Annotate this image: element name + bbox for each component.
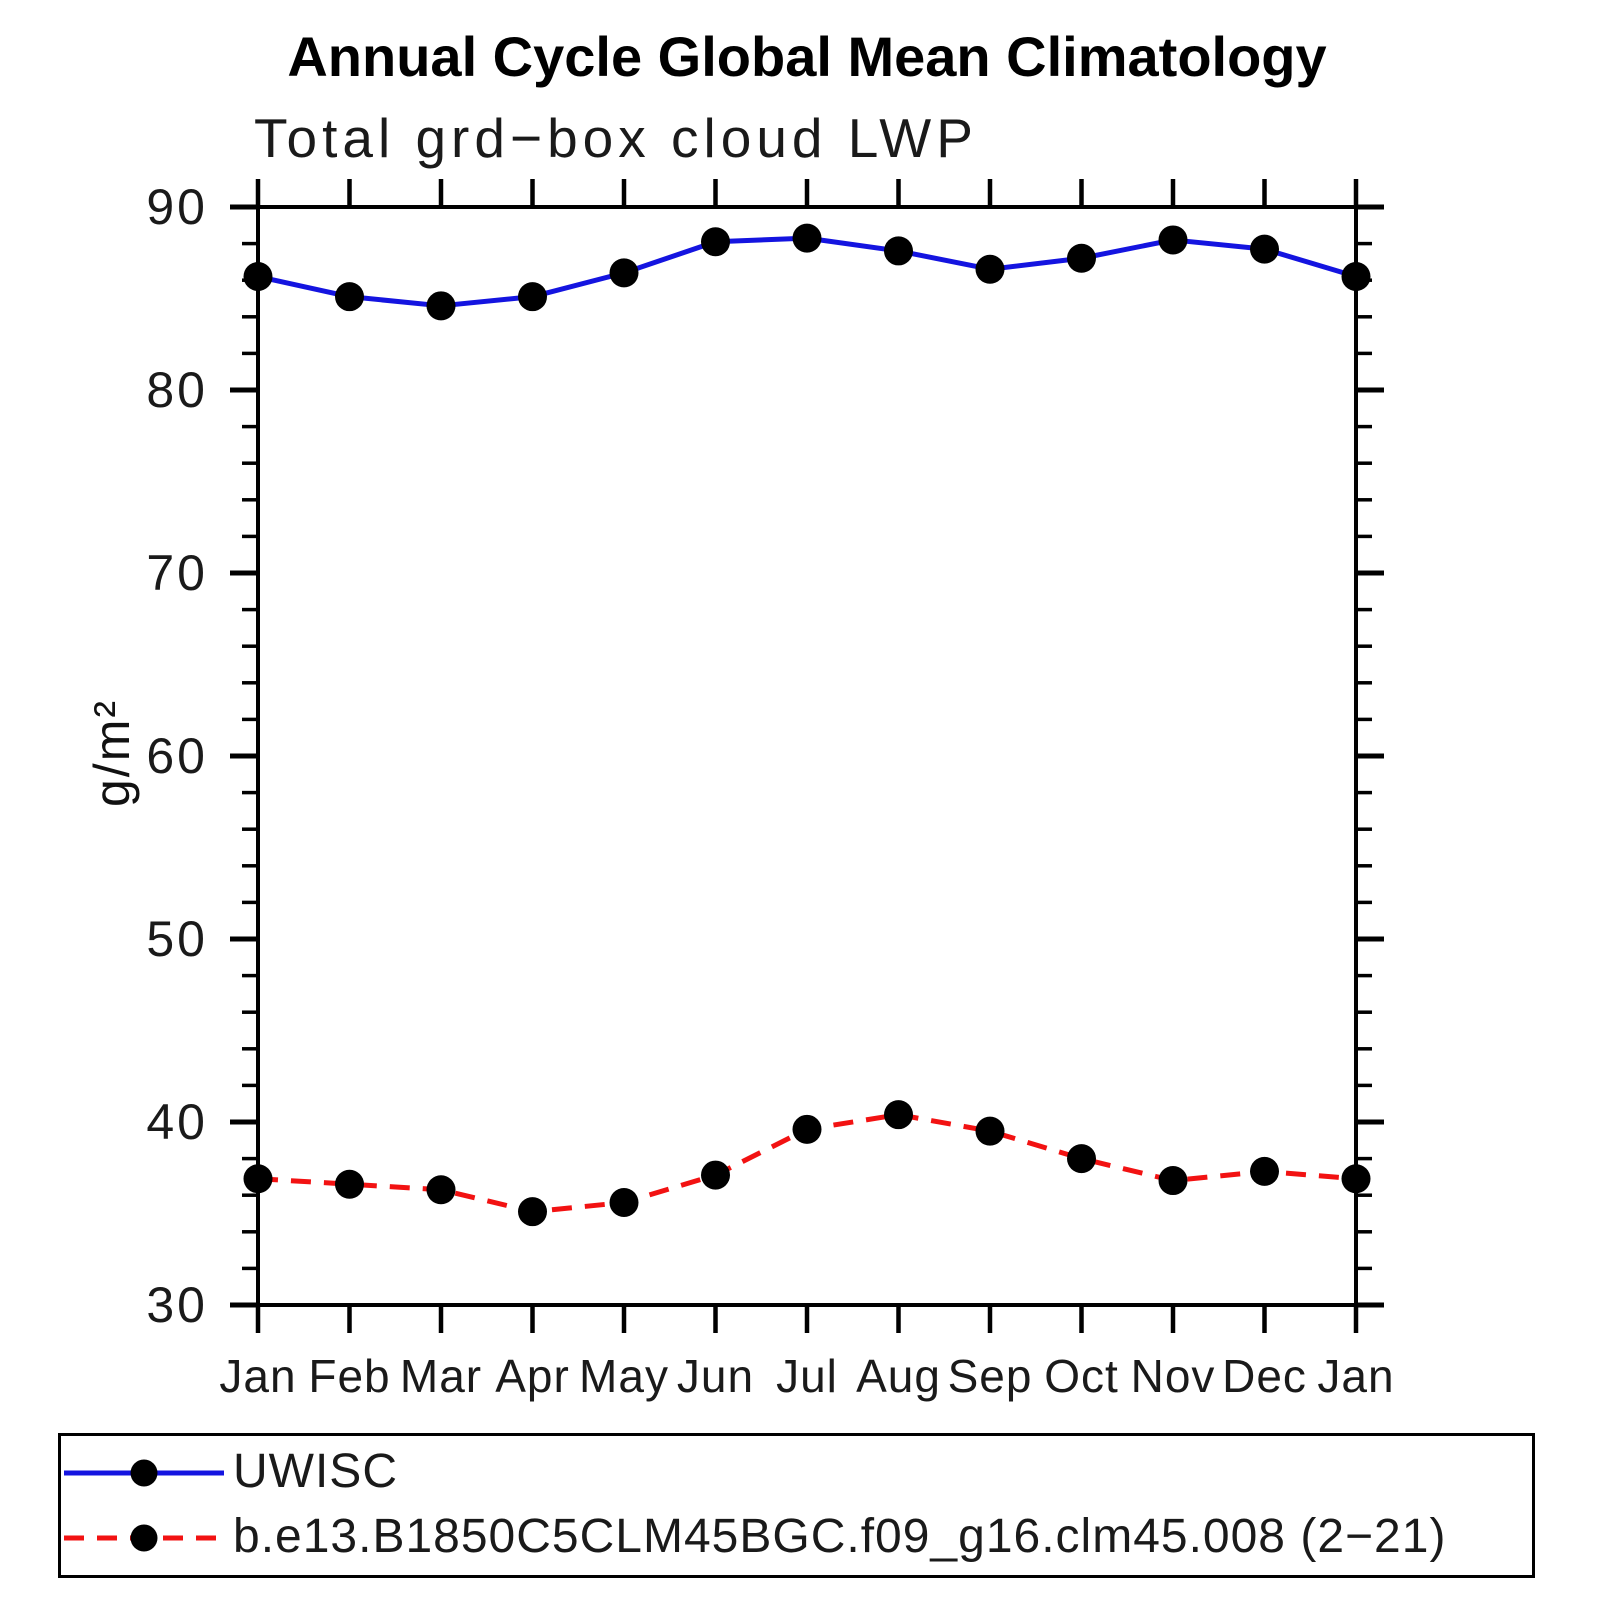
data-point xyxy=(1158,1166,1188,1196)
chart-title: Annual Cycle Global Mean Climatology xyxy=(287,25,1327,88)
x-tick-label: Jan xyxy=(1317,1350,1394,1402)
data-point xyxy=(1341,262,1371,292)
legend-item-uwisc: UWISC xyxy=(61,1445,1532,1501)
y-tick-label: 60 xyxy=(146,728,208,784)
data-point xyxy=(1250,234,1279,264)
data-point xyxy=(609,1188,639,1218)
legend-line-sample-solid xyxy=(64,1459,224,1487)
data-point xyxy=(701,1160,730,1190)
chart-canvas: Jan Feb Mar Apr May Jun Jul Aug Sep Oct Nov Dec Jan3… xyxy=(146,179,1394,1402)
legend-item-model: b.e13.B1850C5CLM45BGC.f09_g16.clm45.008 … xyxy=(61,1510,1532,1566)
data-point xyxy=(518,1197,547,1227)
data-point xyxy=(243,1164,273,1194)
data-point xyxy=(609,258,639,288)
y-tick-label: 40 xyxy=(146,1094,208,1150)
data-point xyxy=(426,291,456,321)
data-point xyxy=(518,282,547,312)
chart-subtitle: Total grd−box cloud LWP xyxy=(254,107,978,169)
x-tick-label: Feb xyxy=(308,1350,390,1402)
data-point xyxy=(1067,243,1096,273)
x-tick-label: Oct xyxy=(1044,1350,1119,1402)
data-point xyxy=(243,262,273,292)
y-tick-label: 70 xyxy=(146,545,208,601)
x-tick-label: Apr xyxy=(495,1350,570,1402)
data-point xyxy=(884,1100,913,1130)
x-tick-label: Nov xyxy=(1131,1350,1216,1402)
data-point xyxy=(335,282,364,312)
data-point xyxy=(1250,1156,1279,1186)
y-tick-label: 50 xyxy=(146,911,208,967)
data-point xyxy=(1158,225,1188,255)
x-tick-label: Jan xyxy=(219,1350,296,1402)
y-tick-label: 30 xyxy=(146,1277,208,1333)
data-point xyxy=(1341,1164,1371,1194)
data-point xyxy=(792,223,822,253)
data-point xyxy=(335,1169,364,1199)
data-point xyxy=(426,1175,456,1205)
legend-marker-dot-icon xyxy=(130,1459,158,1487)
legend-line-sample-dashed xyxy=(64,1524,224,1552)
y-tick-label: 80 xyxy=(146,362,208,418)
data-point xyxy=(975,1116,1005,1146)
x-tick-label: Sep xyxy=(948,1350,1033,1402)
legend-marker-dot-icon xyxy=(130,1524,158,1552)
x-tick-label: Dec xyxy=(1222,1350,1307,1402)
x-tick-label: May xyxy=(579,1350,669,1402)
y-tick-label: 90 xyxy=(146,179,208,235)
legend-label-model: b.e13.B1850C5CLM45BGC.f09_g16.clm45.008 … xyxy=(233,1509,1447,1563)
legend-box: UWISC b.e13.B1850C5CLM45BGC.f09_g16.clm4… xyxy=(58,1433,1535,1578)
data-point xyxy=(792,1114,822,1144)
x-tick-label: Jun xyxy=(677,1350,754,1402)
x-tick-label: Aug xyxy=(856,1350,941,1402)
data-point xyxy=(884,236,913,266)
x-tick-label: Mar xyxy=(400,1350,482,1402)
data-point xyxy=(701,227,730,257)
x-tick-label: Jul xyxy=(776,1350,838,1402)
data-point xyxy=(1067,1144,1096,1174)
legend-label-uwisc: UWISC xyxy=(233,1444,398,1498)
data-point xyxy=(975,254,1005,284)
